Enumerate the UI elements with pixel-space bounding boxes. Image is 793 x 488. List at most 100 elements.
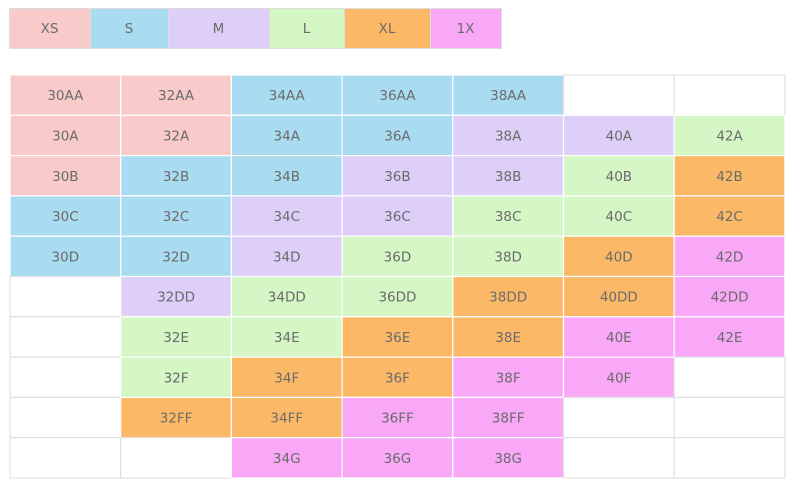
cell-label: 34G [273, 451, 301, 467]
cell-label: 40B [606, 169, 632, 185]
size-cell [341, 74, 454, 116]
size-cell [230, 316, 343, 358]
size-cell [673, 316, 786, 358]
empty-cell [9, 437, 122, 479]
cell-label: 38DD [489, 290, 527, 306]
empty-cell [120, 437, 232, 479]
cell-label: 32D [162, 249, 190, 265]
cell-label: 32DD [157, 290, 195, 306]
cell-label: 34FF [270, 411, 303, 427]
cell-label: 38F [496, 370, 521, 386]
empty-cell [563, 74, 675, 116]
size-cell [562, 195, 675, 237]
cell-label: 36E [385, 330, 411, 346]
cell-label: 32AA [158, 88, 195, 104]
empty-cell [9, 356, 122, 398]
size-cell [230, 114, 343, 157]
legend-swatch [344, 8, 431, 49]
cell-label: 38A [495, 128, 522, 144]
size-cell [120, 195, 232, 237]
cell-label: 32FF [160, 411, 193, 427]
cell-label: 30D [52, 249, 80, 265]
size-cell [562, 316, 675, 358]
legend-swatch [168, 8, 270, 49]
cell-label: 34D [273, 249, 301, 265]
size-cell [341, 155, 454, 197]
size-cell [341, 235, 454, 278]
cell-label: 36FF [381, 411, 414, 427]
size-cell [562, 114, 675, 157]
size-cell [673, 235, 786, 278]
cell-label: 34F [274, 370, 299, 386]
legend-label: L [303, 21, 311, 37]
cell-label: 36A [384, 128, 411, 144]
cell-label: 34C [273, 209, 300, 225]
cell-label: 40D [605, 249, 633, 265]
size-cell [341, 195, 454, 237]
cell-label: 42B [716, 169, 742, 185]
size-cell [230, 437, 343, 479]
cell-label: 38E [495, 330, 521, 346]
legend-swatch [90, 8, 169, 49]
cell-label: 38FF [492, 411, 525, 427]
empty-cell [9, 316, 122, 358]
legend-swatch [430, 8, 502, 49]
size-cell [452, 114, 565, 157]
empty-cell [9, 396, 122, 439]
size-cell [230, 155, 343, 197]
size-cell [120, 74, 232, 116]
size-cell [9, 155, 122, 197]
cell-label: 38D [494, 249, 522, 265]
cell-label: 30B [52, 169, 78, 185]
cell-label: 42A [716, 128, 743, 144]
cell-label: 36DD [378, 290, 416, 306]
cell-label: 40A [606, 128, 633, 144]
size-cell [230, 195, 343, 237]
cell-label: 42DD [711, 290, 749, 306]
cell-label: 42E [717, 330, 743, 346]
cell-label: 34AA [269, 88, 306, 104]
size-cell [341, 316, 454, 358]
cell-label: 38G [494, 451, 522, 467]
cell-label: 30AA [47, 88, 84, 104]
legend-label: 1X [457, 21, 475, 37]
empty-cell [563, 396, 675, 439]
cell-label: 36F [385, 370, 410, 386]
cell-label: 32C [163, 209, 190, 225]
cell-label: 36B [384, 169, 410, 185]
size-cell [452, 235, 565, 278]
size-cell [120, 275, 232, 318]
cell-label: 38B [495, 169, 521, 185]
cell-label: 36G [384, 451, 412, 467]
cell-label: 36C [384, 209, 411, 225]
cell-label: 36AA [379, 88, 416, 104]
size-cell [452, 316, 565, 358]
cell-label: 38C [495, 209, 522, 225]
size-cell [9, 114, 122, 157]
empty-cell [673, 356, 786, 398]
cell-label: 40E [606, 330, 632, 346]
cell-label: 40F [606, 370, 631, 386]
legend-label: XS [41, 21, 59, 37]
cell-label: 32E [163, 330, 189, 346]
size-cell [452, 155, 565, 197]
cell-label: 42C [716, 209, 743, 225]
empty-cell [673, 437, 786, 479]
cell-label: 34B [274, 169, 300, 185]
cell-label: 30A [52, 128, 79, 144]
cell-label: 32B [163, 169, 189, 185]
size-cell [341, 356, 454, 399]
size-cell [341, 437, 454, 479]
cell-label: 36D [384, 249, 412, 265]
empty-cell [673, 396, 786, 439]
legend-label: S [125, 21, 134, 37]
empty-cell [673, 74, 786, 116]
cell-label: 32F [164, 370, 189, 386]
cell-label: 34DD [268, 290, 306, 306]
cell-label: 38AA [490, 88, 527, 104]
cell-label: 40DD [600, 290, 638, 306]
cell-label: 34A [274, 128, 301, 144]
size-cell [120, 316, 232, 358]
